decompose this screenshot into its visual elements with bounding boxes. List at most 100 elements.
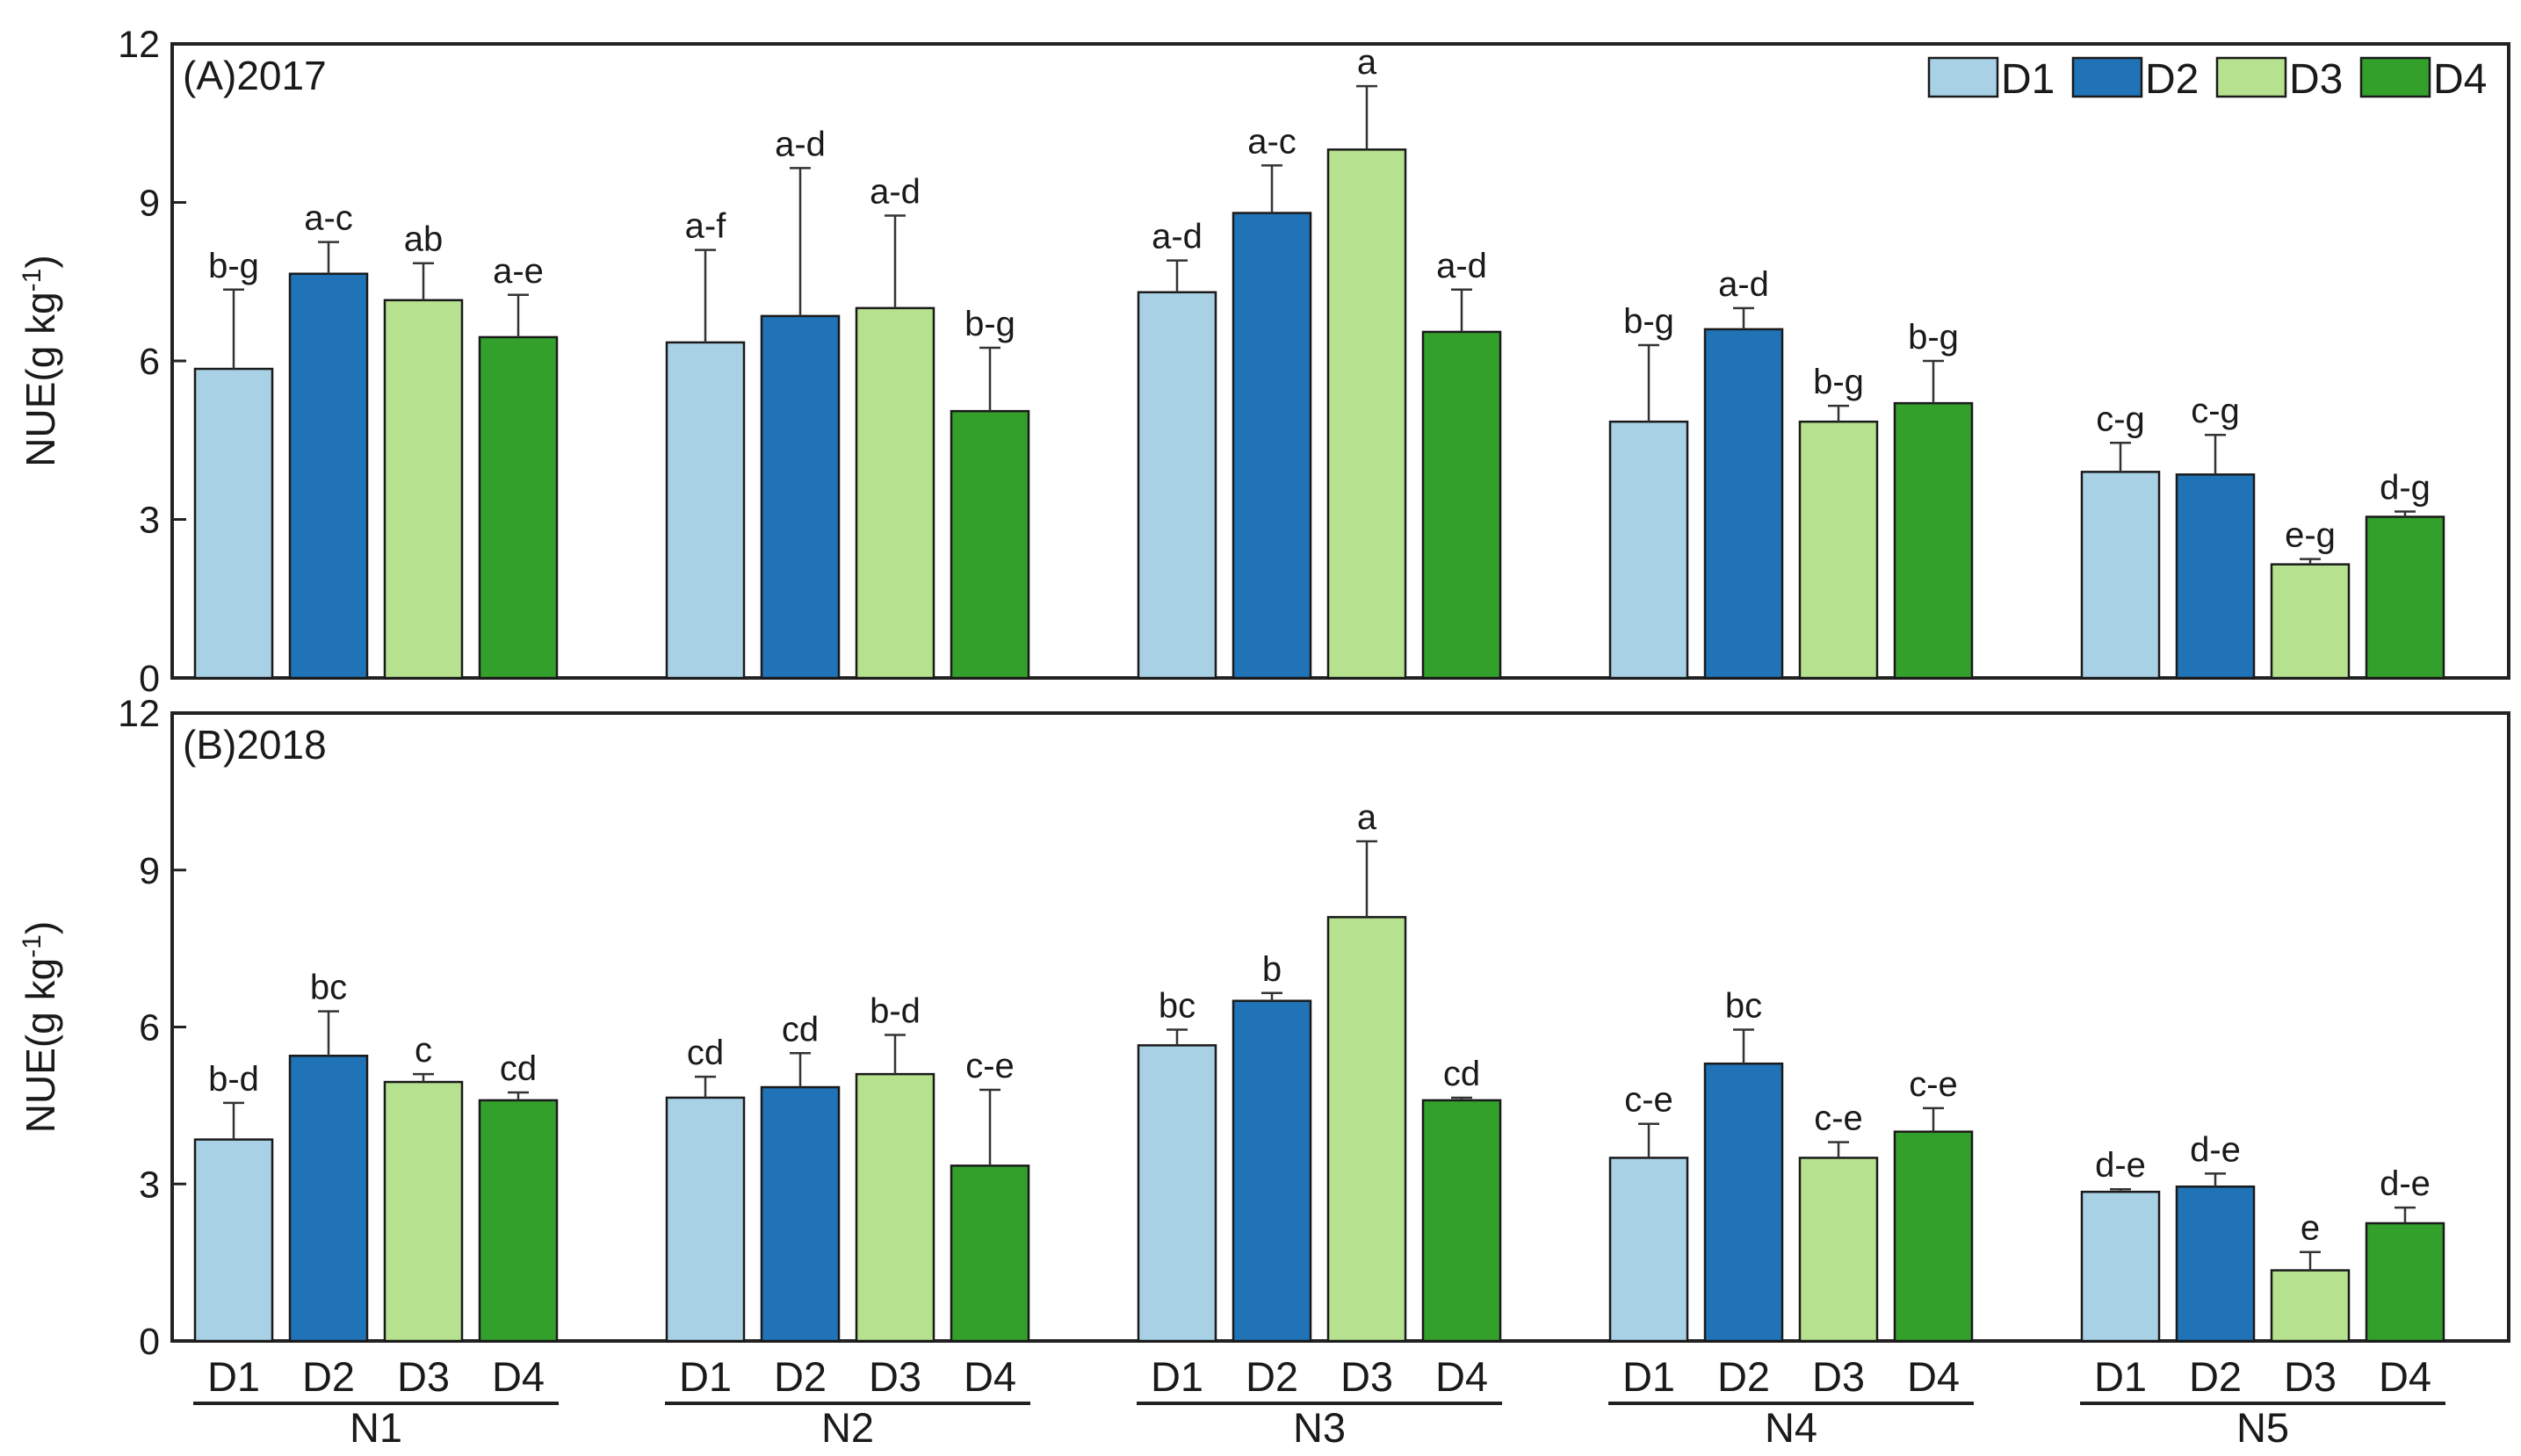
x-category-label: D3 <box>397 1353 450 1400</box>
significance-label: b-g <box>208 247 259 285</box>
significance-label: b-g <box>1908 318 1959 357</box>
legend: D1 D2 D3 D4 <box>1927 56 2487 103</box>
bar-N3-D3 <box>1326 148 1407 680</box>
group-label-n5: N5 <box>2236 1404 2289 1451</box>
bar-N4-D1 <box>1608 1157 1689 1343</box>
significance-label: b-g <box>964 305 1015 343</box>
y-tick-label: 6 <box>139 1007 160 1049</box>
bar-N2-D4 <box>950 409 1030 680</box>
y-tick-label: 9 <box>139 183 160 225</box>
x-category-label: D2 <box>302 1353 355 1400</box>
x-category-label: D2 <box>1246 1353 1298 1400</box>
significance-label: a <box>1357 798 1377 837</box>
bar-N5-D3 <box>2270 563 2351 680</box>
significance-label: b-g <box>1623 302 1674 341</box>
significance-label: ab <box>404 220 444 259</box>
bar-N4-D2 <box>1703 1062 1784 1343</box>
bar-N2-D3 <box>855 306 935 680</box>
bar-N4-D3 <box>1798 1157 1879 1343</box>
bar-N5-D2 <box>2175 473 2256 680</box>
significance-label: a-d <box>1152 218 1203 256</box>
bar-N4-D4 <box>1893 401 1974 680</box>
legend-swatch-d2 <box>2071 56 2143 98</box>
significance-label: c-e <box>1814 1099 1863 1138</box>
x-category-label: D4 <box>964 1353 1016 1400</box>
bar-N4-D2 <box>1703 328 1784 680</box>
significance-label: bc <box>310 969 347 1007</box>
significance-label: a <box>1357 43 1377 82</box>
significance-label: a-f <box>685 207 727 246</box>
group-label-n2: N2 <box>821 1404 874 1451</box>
y-tick-label: 6 <box>139 341 160 383</box>
x-category-label: D3 <box>1812 1353 1865 1400</box>
significance-label: b-g <box>1813 363 1864 401</box>
x-category-label: D1 <box>207 1353 260 1400</box>
significance-label: e-g <box>2285 516 2336 555</box>
significance-label: c-g <box>2096 400 2145 438</box>
bar-N2-D2 <box>760 314 841 680</box>
x-category-label: D1 <box>679 1353 732 1400</box>
significance-label: c-e <box>1624 1081 1673 1120</box>
bar-N2-D2 <box>760 1085 841 1343</box>
bar-N5-D3 <box>2270 1269 2351 1343</box>
significance-label: d-e <box>2095 1146 2146 1185</box>
x-category-label: D4 <box>492 1353 545 1400</box>
x-category-label: D3 <box>2284 1353 2337 1400</box>
x-category-label: D1 <box>1622 1353 1675 1400</box>
y-tick-label: 3 <box>139 500 160 542</box>
significance-label: d-g <box>2380 468 2431 507</box>
legend-label-d2: D2 <box>2145 56 2199 103</box>
x-category-label: D2 <box>774 1353 827 1400</box>
significance-label: bc <box>1725 986 1762 1025</box>
x-category-label: D2 <box>1717 1353 1770 1400</box>
significance-label: a-d <box>1718 265 1769 304</box>
significance-label: c-e <box>965 1047 1015 1085</box>
significance-label: d-e <box>2380 1164 2431 1203</box>
panel-title: (B)2018 <box>183 722 327 768</box>
bar-N3-D4 <box>1421 330 1502 680</box>
bar-N1-D2 <box>288 272 369 680</box>
significance-label: bc <box>1159 986 1195 1025</box>
bar-N5-D4 <box>2365 1222 2445 1343</box>
bar-N2-D1 <box>665 341 746 680</box>
panel-2018: 0 3 6 9 12 NUE(g kg-1) (B)2018 b-d bc c cd cd cd b-d c… <box>18 693 2510 1363</box>
legend-swatch-d4 <box>2359 56 2431 98</box>
bar-N3-D1 <box>1137 291 1217 680</box>
group-label-n3: N3 <box>1293 1404 1346 1451</box>
bar-N1-D3 <box>383 1080 464 1343</box>
y-tick-label: 3 <box>139 1164 160 1206</box>
group-label-n1: N1 <box>350 1404 402 1451</box>
y-tick-label: 0 <box>139 658 160 700</box>
bar-N1-D4 <box>478 1099 559 1343</box>
x-category-label: D1 <box>1151 1353 1203 1400</box>
bar-N1-D4 <box>478 335 559 680</box>
legend-label-d4: D4 <box>2433 56 2487 103</box>
significance-label: b-d <box>870 991 921 1030</box>
bar-N4-D3 <box>1798 420 1879 680</box>
y-tick-label: 12 <box>118 693 160 735</box>
bar-N3-D4 <box>1421 1099 1502 1343</box>
bar-N3-D2 <box>1232 999 1312 1343</box>
x-category-label: D4 <box>1435 1353 1488 1400</box>
significance-label: cd <box>687 1034 724 1072</box>
legend-label-d1: D1 <box>2001 56 2055 103</box>
panel-title: (A)2017 <box>183 53 327 98</box>
bar-N1-D1 <box>193 1138 274 1343</box>
panel-2017: 0 3 6 9 12 NUE(g kg-1) (A)2017 b-g a-c ab a-e a-f a-… <box>18 24 2510 700</box>
bar-N5-D1 <box>2080 471 2161 680</box>
bar-N3-D1 <box>1137 1044 1217 1343</box>
bar-N3-D2 <box>1232 212 1312 680</box>
x-category-label: D4 <box>2379 1353 2431 1400</box>
bar-N5-D2 <box>2175 1185 2256 1343</box>
significance-label: a-d <box>870 173 921 212</box>
bar-N5-D1 <box>2080 1190 2161 1343</box>
significance-label: c-e <box>1909 1065 1958 1104</box>
x-category-label: D4 <box>1907 1353 1960 1400</box>
bar-N1-D2 <box>288 1055 369 1343</box>
significance-label: b-d <box>208 1060 259 1099</box>
bar-N2-D1 <box>665 1096 746 1343</box>
significance-label: a-d <box>1436 247 1487 285</box>
bar-N5-D4 <box>2365 515 2445 680</box>
legend-label-d3: D3 <box>2289 56 2343 103</box>
